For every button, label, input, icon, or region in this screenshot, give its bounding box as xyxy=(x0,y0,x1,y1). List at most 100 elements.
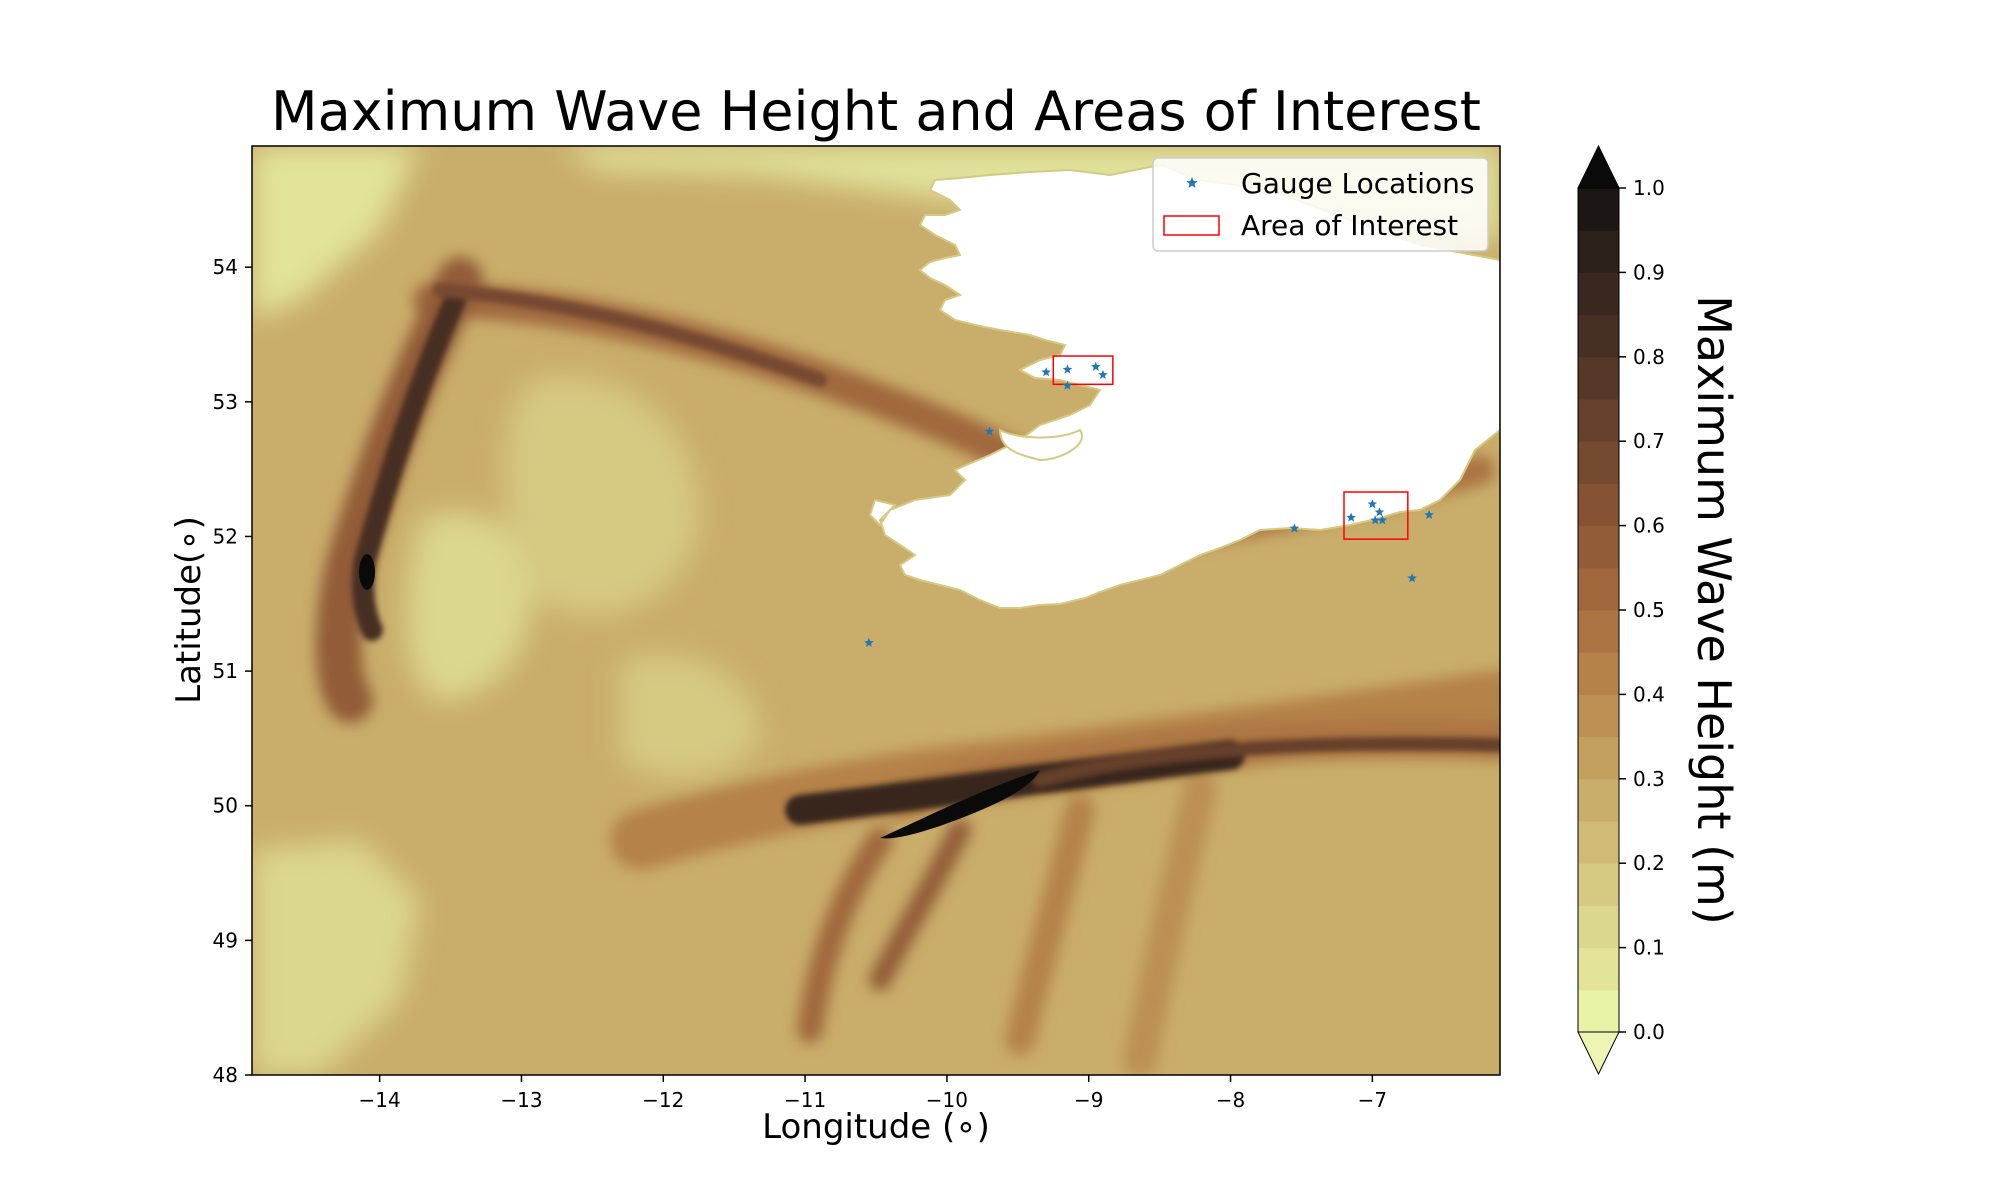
colorbar-label: Maximum Wave Height (m) xyxy=(1687,295,1741,925)
gauge-star xyxy=(1424,509,1434,519)
legend-box xyxy=(1152,157,1489,252)
plot-area xyxy=(252,146,1500,1075)
colorbar-segment xyxy=(1578,778,1619,822)
colorbar-tick-label: 0.8 xyxy=(1633,345,1665,369)
colorbar-segment xyxy=(1578,356,1619,400)
legend-rect-marker xyxy=(1163,215,1220,236)
gauge-star xyxy=(1091,361,1101,371)
colorbar-tick-label: 0.3 xyxy=(1633,767,1665,791)
y-tick-label: 49 xyxy=(213,928,238,952)
colorbar-tick-label: 0.2 xyxy=(1633,851,1665,875)
colorbar-tick-label: 0.5 xyxy=(1633,598,1665,622)
colorbar-segment xyxy=(1578,652,1619,695)
y-tick-label: 50 xyxy=(213,794,238,818)
x-tick-label: −9 xyxy=(1074,1088,1103,1112)
colorbar-segment xyxy=(1578,525,1619,569)
gauge-star xyxy=(1374,507,1385,517)
high-wave-band-west xyxy=(352,289,466,641)
colorbar-segment xyxy=(1578,736,1619,780)
wave-band-south-arm-3 xyxy=(1005,795,1095,1055)
colorbar-segment xyxy=(1578,399,1619,442)
high-wave-band-southeast xyxy=(1033,736,1500,787)
colorbar-segment xyxy=(1578,694,1619,738)
x-tick-label: −7 xyxy=(1358,1088,1387,1112)
colorbar-segment xyxy=(1578,821,1619,864)
wave-field-peaks xyxy=(359,554,1040,839)
colorbar-segment xyxy=(1578,441,1619,484)
legend-star-marker xyxy=(1186,177,1198,188)
colorbar-segment xyxy=(1578,567,1619,611)
colorbar-extend-top xyxy=(1577,144,1620,189)
colorbar-tick-label: 0.1 xyxy=(1633,936,1665,960)
colorbar-segment xyxy=(1578,989,1619,1033)
colorbar-tick-label: 0.7 xyxy=(1633,429,1665,453)
colorbar-segment xyxy=(1578,230,1619,273)
gauge-star xyxy=(1098,369,1108,379)
area-of-interest-rect xyxy=(1343,491,1409,540)
land-coast-detail xyxy=(998,428,1083,462)
colorbar xyxy=(1577,144,1620,1076)
chart-title: Maximum Wave Height and Areas of Interes… xyxy=(271,80,1481,143)
y-tick-label: 53 xyxy=(213,390,238,414)
low-wave-region-west-center xyxy=(406,512,532,700)
land-mass-ireland xyxy=(868,163,1500,609)
wave-peak-west xyxy=(359,554,375,590)
low-wave-region-mid xyxy=(504,376,700,616)
low-wave-region-center xyxy=(620,654,760,778)
x-tick-label: −14 xyxy=(359,1088,401,1112)
colorbar-ticks: 0.0 0.1 0.2 0.3 0.4 0.5 0.6 0.7 0.8 0.9 1.0 xyxy=(1619,176,1665,1044)
x-axis: −14 −13 −12 −11 −10 −9 −8 −7 xyxy=(359,1075,1387,1112)
x-tick-label: −13 xyxy=(500,1088,542,1112)
colorbar-tick-label: 0.0 xyxy=(1633,1020,1665,1044)
colorbar-tick-label: 0.9 xyxy=(1633,260,1665,284)
gauge-star xyxy=(1041,367,1051,377)
wave-band-south-arm-1 xyxy=(797,827,893,1043)
low-wave-region-northwest xyxy=(252,146,420,320)
areas-of-interest xyxy=(1052,355,1409,540)
area-of-interest-rect xyxy=(1052,355,1114,386)
colorbar-extend-bottom xyxy=(1577,1031,1620,1076)
y-tick-label: 52 xyxy=(213,524,238,548)
colorbar-segment xyxy=(1578,483,1619,527)
gauge-star xyxy=(1289,523,1300,533)
colorbar-tick-label: 1.0 xyxy=(1633,176,1665,200)
y-tick-label: 51 xyxy=(213,659,238,683)
wave-band-south-arm-2 xyxy=(869,819,971,991)
gauge-star xyxy=(984,426,995,436)
colorbar-segment xyxy=(1578,188,1619,231)
y-tick-label: 48 xyxy=(213,1063,238,1087)
y-axis: 48 49 50 51 52 53 54 xyxy=(213,255,252,1087)
wave-peak-south xyxy=(880,770,1040,839)
y-tick-label: 54 xyxy=(213,255,238,279)
gauge-star xyxy=(1370,515,1380,525)
colorbar-segment xyxy=(1578,610,1619,653)
x-axis-label: Longitude (∘) xyxy=(762,1107,990,1147)
x-tick-label: −11 xyxy=(784,1088,826,1112)
colorbar-segment xyxy=(1578,314,1619,358)
gauge-star xyxy=(864,637,874,647)
wave-band-south-arm-4 xyxy=(1123,773,1217,1075)
x-tick-label: −10 xyxy=(926,1088,968,1112)
gauge-locations xyxy=(864,361,1434,647)
gauge-star xyxy=(1346,512,1356,522)
legend-entry-area: Area of Interest xyxy=(1241,209,1458,242)
legend: Gauge Locations Area of Interest xyxy=(1152,157,1489,252)
plot-frame xyxy=(251,145,1501,1076)
y-axis-label: Latitude(∘) xyxy=(169,516,209,704)
x-tick-label: −12 xyxy=(642,1088,684,1112)
legend-entry-gauges: Gauge Locations xyxy=(1241,167,1475,200)
colorbar-tick-label: 0.6 xyxy=(1633,514,1665,538)
gauge-star xyxy=(1062,380,1073,390)
high-wave-band-north xyxy=(433,283,827,387)
gauge-star xyxy=(1407,573,1417,583)
gauge-star xyxy=(1062,364,1073,374)
colorbar-segment xyxy=(1578,272,1619,316)
gauge-star xyxy=(1377,515,1387,525)
colorbar-tick-label: 0.4 xyxy=(1633,682,1665,706)
colorbar-segment xyxy=(1578,905,1619,949)
gauge-star xyxy=(1367,499,1378,509)
colorbar-segment xyxy=(1578,863,1619,906)
x-tick-label: −8 xyxy=(1216,1088,1245,1112)
